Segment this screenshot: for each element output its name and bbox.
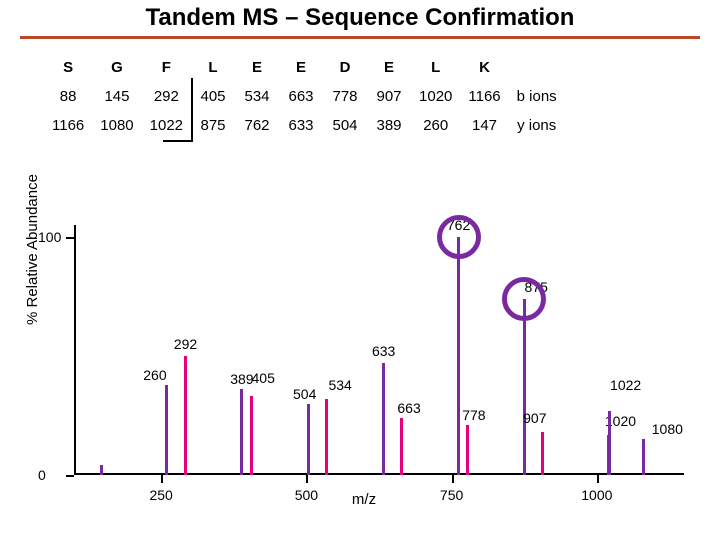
residue-cell: S: [44, 53, 92, 82]
y-ion-cell: 762: [235, 111, 279, 140]
y-tick-label: 0: [38, 467, 46, 483]
b-ion-cell: 907: [367, 82, 411, 111]
peak-label: 663: [397, 400, 420, 416]
peak-label: 405: [252, 370, 275, 386]
b-ion-label: b ions: [509, 82, 565, 111]
b-ion-cell: 1166: [460, 82, 508, 111]
b-ion-row: 8814529240553466377890710201166b ions: [44, 82, 565, 111]
peak-label: 389: [230, 371, 253, 387]
x-tick-label: 250: [149, 487, 172, 503]
b-ion-peak: [325, 399, 328, 475]
residue-cell: E: [235, 53, 279, 82]
y-ion-peak: [240, 389, 243, 475]
y-ion-peak: [608, 411, 611, 475]
peak-label: 633: [372, 343, 395, 359]
peak-label: 778: [462, 407, 485, 423]
peak-label: 762: [447, 217, 470, 233]
y-ion-peak: [523, 299, 526, 475]
y-tick: [66, 475, 74, 477]
y-tick-label: 100: [38, 229, 61, 245]
b-ion-peak: [400, 418, 403, 475]
b-ion-cell: 778: [323, 82, 367, 111]
y-ion-cell: 1022: [142, 111, 191, 140]
spectrum-chart: % Relative Abundance 2505007501000010026…: [28, 225, 700, 510]
x-axis-label: m/z: [352, 491, 376, 508]
x-tick-label: 750: [440, 487, 463, 503]
y-ion-cell: 633: [279, 111, 323, 140]
b-ion-cell: 145: [92, 82, 141, 111]
residue-cell: K: [460, 53, 508, 82]
peak-label: 1080: [652, 421, 683, 437]
y-ion-peak: [382, 363, 385, 475]
residue-cell: D: [323, 53, 367, 82]
y-ion-cell: 260: [411, 111, 460, 140]
peak-label: 907: [523, 410, 546, 426]
y-ion-peak: [100, 465, 103, 475]
b-ion-peak: [250, 396, 253, 475]
peak-label: 504: [293, 386, 316, 402]
b-ion-cell: 1020: [411, 82, 460, 111]
sequence-row: SGFLEEDELK: [44, 53, 565, 82]
residue-cell: G: [92, 53, 141, 82]
ion-table: SGFLEEDELK 88145292405534663778907102011…: [44, 53, 565, 140]
y-ion-cell: 147: [460, 111, 508, 140]
peak-label: 875: [525, 279, 548, 295]
x-tick: [597, 475, 599, 483]
b-ion-cell: 88: [44, 82, 92, 111]
x-tick-label: 1000: [581, 487, 612, 503]
page-title: Tandem MS – Sequence Confirmation: [0, 0, 720, 32]
y-ion-peak: [457, 237, 460, 475]
x-tick: [452, 475, 454, 483]
residue-cell: E: [367, 53, 411, 82]
y-ion-label: y ions: [509, 111, 565, 140]
b-ion-peak: [541, 432, 544, 475]
b-ion-cell: 663: [279, 82, 323, 111]
y-ion-peak: [642, 439, 645, 475]
title-underline: [20, 36, 700, 39]
y-ion-cell: 875: [191, 111, 235, 140]
residue-cell: L: [411, 53, 460, 82]
y-ion-cell: 389: [367, 111, 411, 140]
y-ion-peak: [165, 385, 168, 475]
peak-label: 260: [143, 367, 166, 383]
y-axis-label: % Relative Abundance: [24, 174, 41, 325]
b-ion-cell: 534: [235, 82, 279, 111]
y-tick: [66, 237, 74, 239]
peak-label: 1022: [610, 377, 641, 393]
y-ion-row: 116610801022875762633504389260147y ions: [44, 111, 565, 140]
plot-area: 2505007501000010026029238940550453463366…: [74, 225, 684, 475]
b-ion-cell: 292: [142, 82, 191, 111]
y-ion-peak: [307, 404, 310, 475]
y-ion-cell: 504: [323, 111, 367, 140]
x-tick: [306, 475, 308, 483]
b-ion-cell: 405: [191, 82, 235, 111]
peak-label: 534: [328, 377, 351, 393]
b-ion-peak: [184, 356, 187, 475]
y-ion-cell: 1080: [92, 111, 141, 140]
x-tick: [161, 475, 163, 483]
y-ion-cell: 1166: [44, 111, 92, 140]
peak-label: 292: [174, 336, 197, 352]
x-tick-label: 500: [295, 487, 318, 503]
y-axis: [74, 225, 76, 475]
residue-cell: L: [191, 53, 235, 82]
b-ion-peak: [466, 425, 469, 475]
residue-cell: E: [279, 53, 323, 82]
residue-cell: F: [142, 53, 191, 82]
